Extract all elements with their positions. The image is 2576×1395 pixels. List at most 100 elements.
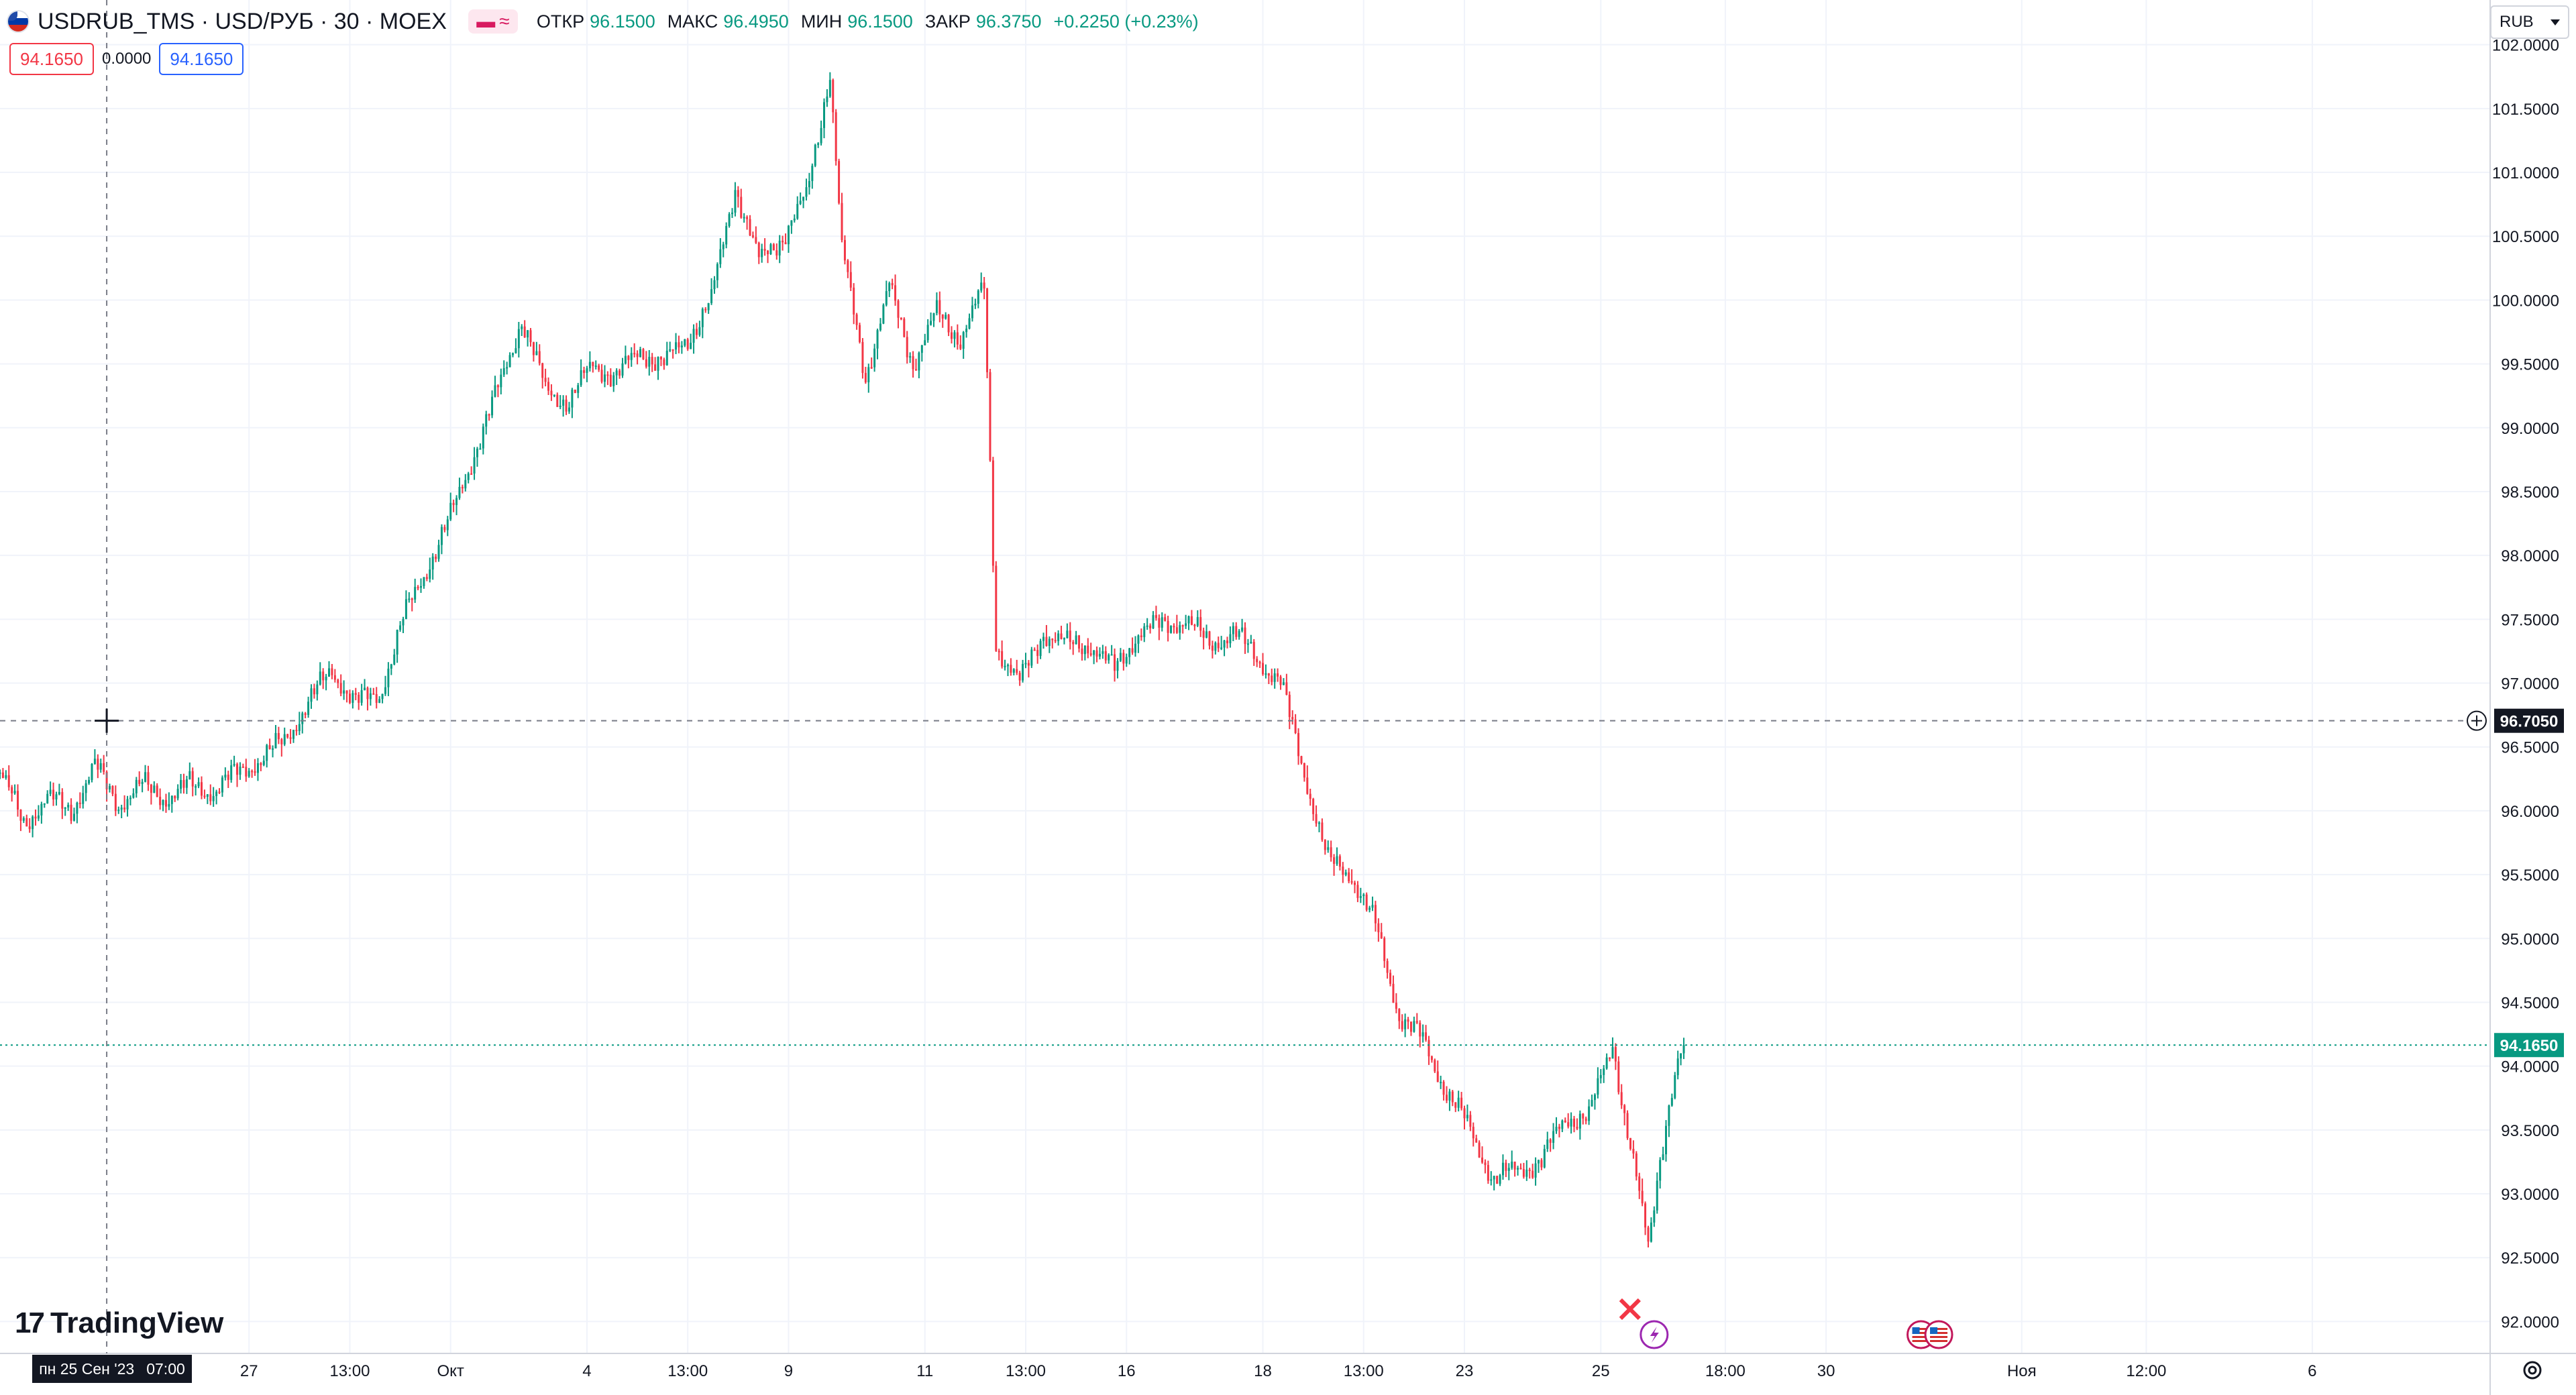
- candle-body: [381, 693, 384, 700]
- open-value: 96.1500: [590, 11, 655, 32]
- currency-selector[interactable]: RUB: [2490, 5, 2569, 39]
- candle-body: [1267, 673, 1270, 676]
- candle-body: [986, 288, 989, 372]
- candle-body: [1089, 653, 1092, 655]
- candle-body: [1048, 638, 1051, 647]
- flag-stripe: [1930, 1328, 1948, 1330]
- candle-body: [606, 374, 609, 376]
- buy-button[interactable]: 94.1650: [159, 43, 244, 75]
- candle-body: [1095, 650, 1098, 657]
- candle-body: [1421, 1032, 1424, 1037]
- candle-body: [1644, 1203, 1647, 1228]
- candle-body: [1496, 1176, 1499, 1184]
- candle-body: [375, 694, 378, 703]
- candle-body: [1445, 1095, 1448, 1101]
- candle-body: [814, 145, 816, 166]
- candle-body: [1300, 756, 1303, 763]
- candle-body: [731, 213, 734, 215]
- symbol-title[interactable]: USDRUB_TMS · USD/РУБ · 30 · MOEX: [38, 8, 447, 34]
- candle-body: [686, 339, 689, 349]
- gear-icon[interactable]: [2520, 1357, 2545, 1383]
- candle-body: [1303, 763, 1305, 778]
- tradingview-logo[interactable]: 17 TradingView: [15, 1306, 223, 1340]
- candle-body: [1072, 642, 1075, 645]
- candle-body: [111, 786, 114, 794]
- candle-body: [517, 329, 520, 349]
- candle-body: [642, 349, 645, 359]
- candle-body: [1401, 1021, 1403, 1029]
- candle-body: [295, 730, 298, 732]
- candle-body: [633, 353, 636, 355]
- candle-body: [1578, 1113, 1581, 1129]
- candle-body: [1537, 1160, 1540, 1164]
- candle-body: [767, 250, 769, 254]
- candle-body: [1674, 1075, 1676, 1099]
- candle-body: [313, 688, 315, 695]
- x-tick-label: 13:00: [1006, 1362, 1046, 1380]
- candle-body: [1271, 675, 1273, 682]
- candle-body: [150, 785, 152, 793]
- candle-body: [1318, 822, 1320, 824]
- candle-body: [1250, 642, 1252, 644]
- candle-body: [197, 782, 200, 787]
- candle-body: [417, 587, 419, 589]
- candle-body: [621, 363, 624, 376]
- y-tick-label: 100.0000: [2492, 292, 2559, 310]
- crosshair-date-label: пн 25 Сен '23 07:00: [32, 1355, 192, 1383]
- currency-label: RUB: [2500, 13, 2534, 31]
- candle-body: [598, 366, 600, 370]
- candle-body: [725, 226, 728, 245]
- candle-body: [1371, 905, 1374, 908]
- candle-body: [532, 342, 535, 355]
- candle-body: [333, 675, 336, 680]
- candle-body: [132, 793, 135, 798]
- candle-body: [828, 80, 831, 97]
- candle-body: [224, 775, 227, 778]
- branding-text: TradingView: [50, 1306, 224, 1339]
- candle-body: [523, 326, 526, 338]
- x-tick-label: 25: [1592, 1362, 1610, 1380]
- candle-body: [1190, 616, 1193, 625]
- x-tick-label: 30: [1817, 1362, 1835, 1380]
- candle-body: [574, 389, 576, 393]
- candle-body: [366, 687, 369, 700]
- candle-body: [1134, 643, 1136, 653]
- candle-body: [1012, 669, 1015, 673]
- candle-body: [778, 240, 781, 256]
- candle-body: [40, 803, 43, 816]
- candle-body: [1016, 669, 1018, 673]
- candle-body: [645, 359, 647, 367]
- candle-body: [1110, 654, 1113, 656]
- candle-body: [802, 197, 805, 201]
- candle-body: [1167, 620, 1169, 633]
- candle-body: [153, 785, 156, 793]
- candle-body: [568, 407, 570, 412]
- candle-body: [603, 374, 606, 382]
- candle-body: [1018, 673, 1021, 681]
- market-status-chip[interactable]: ▬ ≈: [468, 9, 518, 34]
- candle-body: [1010, 665, 1012, 673]
- candle-body: [583, 370, 586, 374]
- candle-body: [1342, 867, 1344, 875]
- candle-body: [455, 498, 458, 506]
- candle-body: [665, 350, 668, 366]
- candle-body: [755, 237, 757, 243]
- candle-body: [72, 814, 75, 821]
- candle-body: [1409, 1021, 1412, 1032]
- candle-body: [182, 780, 185, 788]
- candle-body: [414, 587, 417, 600]
- candle-body: [1670, 1098, 1673, 1106]
- candle-body: [245, 767, 248, 777]
- x-tick-label: 6: [2308, 1362, 2316, 1380]
- candle-body: [437, 545, 440, 559]
- sell-button[interactable]: 94.1650: [9, 43, 94, 75]
- candle-body: [1638, 1176, 1641, 1191]
- candle-body: [1623, 1105, 1626, 1113]
- candle-body: [624, 355, 627, 364]
- candle-body: [1540, 1160, 1543, 1168]
- flag-stripe: [1912, 1340, 1930, 1342]
- candle-body: [841, 203, 843, 240]
- low-label: МИН: [800, 11, 843, 32]
- candle-body: [144, 772, 147, 782]
